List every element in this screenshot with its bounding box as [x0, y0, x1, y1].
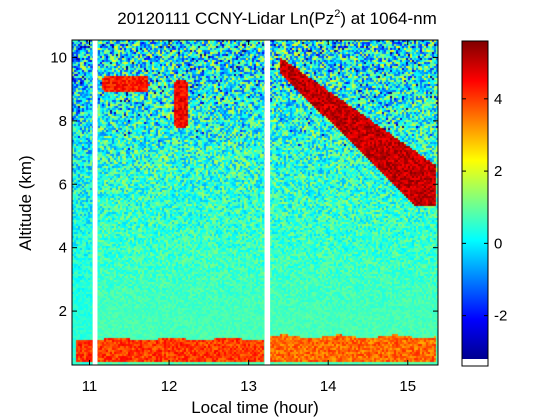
x-tick-label: 13: [240, 378, 257, 395]
heatmap-canvas: [72, 40, 438, 365]
title-end: ) at 1064-nm: [340, 9, 436, 28]
data-gap-1: [92, 40, 98, 365]
colorbar-tick-label: 4: [494, 91, 502, 108]
x-axis: 11 12 13 14 15: [82, 40, 416, 395]
x-tick-label: 12: [161, 378, 178, 395]
heatmap-plot: [71, 39, 439, 366]
colorbar: -2 0 2 4: [461, 40, 507, 367]
colorbar-gradient: [462, 41, 488, 359]
title-superscript: 2: [334, 8, 340, 20]
colorbar-ticks: -2 0 2 4: [462, 91, 507, 325]
y-tick-label: 10: [50, 49, 67, 66]
x-tick-label: 14: [320, 378, 337, 395]
x-axis-label: Local time (hour): [191, 398, 319, 417]
y-tick-label: 6: [59, 176, 67, 193]
y-tick-label: 8: [59, 113, 67, 130]
y-tick-label: 2: [59, 303, 67, 320]
data-gaps: [92, 40, 271, 365]
plot-frame: [71, 39, 439, 366]
y-tick-label: 4: [59, 240, 67, 257]
chart-title: 20120111 CCNY-Lidar Ln(Pz2) at 1064-nm: [117, 8, 437, 28]
x-tick-label: 15: [399, 378, 416, 395]
y-axis-label: Altitude (km): [16, 155, 35, 250]
colorbar-frame: [461, 40, 489, 367]
x-tick-label: 11: [82, 378, 98, 395]
y-axis: 2 4 6 8 10: [50, 49, 438, 320]
data-gap-2: [264, 40, 271, 365]
colorbar-tick-label: 2: [494, 163, 502, 180]
colorbar-tick-label: 0: [494, 235, 502, 252]
title-main: 20120111 CCNY-Lidar Ln(Pz: [117, 9, 334, 28]
colorbar-tick-label: -2: [494, 308, 507, 325]
